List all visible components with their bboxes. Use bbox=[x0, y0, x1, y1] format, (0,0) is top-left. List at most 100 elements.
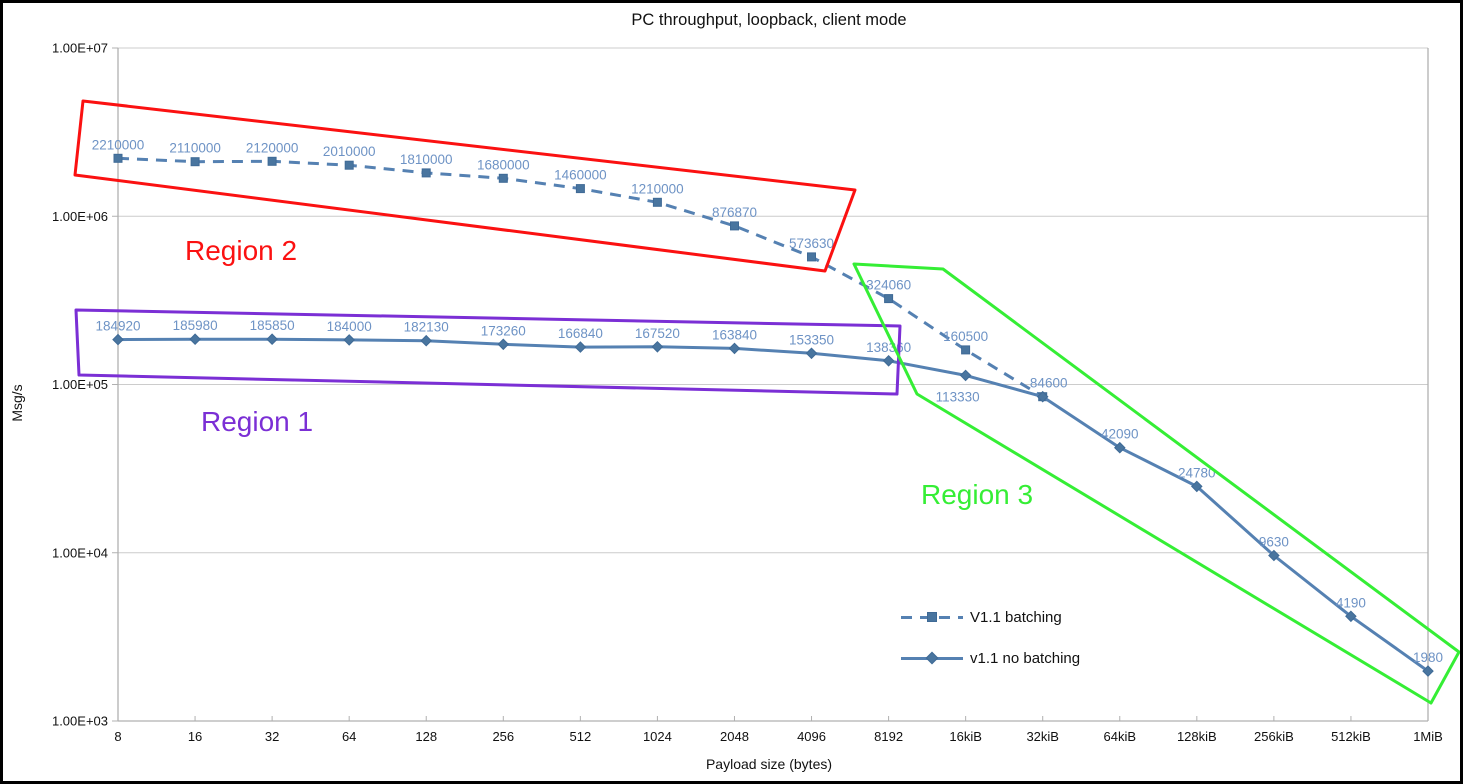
data-label: 138360 bbox=[866, 340, 911, 355]
x-tick-label: 8 bbox=[114, 729, 121, 744]
data-label: 113330 bbox=[936, 389, 980, 404]
y-tick-label: 1.00E+07 bbox=[52, 41, 108, 56]
series-marker bbox=[728, 342, 741, 355]
data-label: 2110000 bbox=[169, 141, 221, 156]
annotation-region-label: Region 1 bbox=[201, 406, 313, 437]
series-marker bbox=[574, 341, 587, 353]
annotation-region-label: Region 2 bbox=[185, 235, 297, 266]
series-marker bbox=[420, 334, 432, 347]
data-label: 2010000 bbox=[323, 144, 376, 159]
data-label: 1460000 bbox=[554, 168, 607, 183]
data-label: 1680000 bbox=[477, 157, 530, 172]
x-tick-label: 64 bbox=[342, 729, 356, 744]
data-label: 876870 bbox=[712, 205, 757, 220]
data-label: 163840 bbox=[712, 327, 757, 342]
data-label: 573630 bbox=[789, 236, 834, 251]
series-marker bbox=[882, 355, 895, 367]
series-marker bbox=[190, 157, 200, 167]
solid-line-swatch-icon bbox=[901, 651, 963, 665]
annotation-region-outline bbox=[74, 308, 902, 396]
series-marker bbox=[959, 369, 972, 382]
x-axis-title: Payload size (bytes) bbox=[705, 756, 833, 772]
series-marker bbox=[575, 184, 585, 194]
x-tick-label: 128kiB bbox=[1177, 729, 1217, 744]
series-marker bbox=[1191, 480, 1203, 493]
series-marker bbox=[961, 345, 971, 355]
diamond-marker-icon bbox=[925, 651, 939, 665]
series-marker bbox=[498, 173, 508, 183]
annotation-region-outline bbox=[852, 262, 1460, 705]
series-marker bbox=[652, 197, 662, 207]
legend-item-no-batching: v1.1 no batching bbox=[901, 646, 1080, 670]
data-label: 4190 bbox=[1336, 595, 1366, 610]
data-label: 173260 bbox=[481, 323, 526, 338]
series-line-1 bbox=[117, 337, 1429, 673]
y-tick-label: 1.00E+05 bbox=[52, 377, 108, 392]
legend-label-batching: V1.1 batching bbox=[970, 608, 1062, 626]
data-label: 153350 bbox=[789, 332, 834, 347]
series-marker bbox=[1422, 665, 1434, 677]
data-label: 2120000 bbox=[246, 140, 299, 155]
x-tick-label: 32 bbox=[265, 729, 279, 744]
series-marker bbox=[730, 221, 739, 231]
x-tick-label: 32kiB bbox=[1026, 729, 1059, 744]
series-marker bbox=[1036, 390, 1049, 403]
series-marker bbox=[267, 156, 277, 166]
x-tick-label: 16kiB bbox=[949, 729, 982, 744]
dashed-line-swatch-icon bbox=[901, 612, 963, 622]
x-tick-label: 2048 bbox=[720, 729, 749, 744]
series-marker bbox=[651, 341, 664, 353]
legend-item-batching: V1.1 batching bbox=[901, 605, 1080, 629]
series-marker bbox=[884, 294, 894, 304]
plot-area: 1.00E+07 1.00E+06 1.00E+05 1.00E+04 1.00E+03… bbox=[52, 41, 1460, 744]
x-tick-label: 1024 bbox=[643, 729, 672, 744]
data-label: 9630 bbox=[1259, 535, 1289, 550]
legend: V1.1 batching v1.1 no batching bbox=[901, 605, 1080, 687]
square-marker-icon bbox=[927, 612, 937, 622]
x-tick-label: 512 bbox=[570, 729, 592, 744]
series-marker bbox=[344, 160, 354, 170]
data-label: 185980 bbox=[173, 318, 218, 333]
x-tick-label: 8192 bbox=[874, 729, 903, 744]
series-marker bbox=[1268, 549, 1280, 562]
x-tick-label: 1MiB bbox=[1413, 729, 1443, 744]
series-marker bbox=[805, 347, 818, 360]
data-label: 42090 bbox=[1101, 427, 1139, 442]
data-label: 1810000 bbox=[400, 152, 453, 167]
data-label: 324060 bbox=[866, 278, 911, 293]
x-tick-label: 256kiB bbox=[1254, 729, 1294, 744]
y-tick-label: 1.00E+06 bbox=[52, 209, 108, 224]
data-label: 184920 bbox=[95, 319, 140, 334]
y-axis-title: Msg/s bbox=[9, 384, 25, 422]
series-marker bbox=[421, 168, 431, 178]
x-tick-label: 128 bbox=[415, 729, 437, 744]
series-marker bbox=[1345, 610, 1357, 623]
data-label: 160500 bbox=[943, 329, 988, 344]
data-label: 1210000 bbox=[631, 181, 684, 196]
x-tick-label: 512kiB bbox=[1331, 729, 1371, 744]
annotation-region-label: Region 3 bbox=[921, 479, 1033, 510]
series-marker bbox=[189, 333, 201, 345]
data-label: 185850 bbox=[250, 318, 295, 333]
y-tick-label: 1.00E+04 bbox=[52, 545, 108, 560]
series-marker bbox=[497, 338, 510, 351]
series-marker bbox=[807, 252, 816, 262]
x-tick-label: 16 bbox=[188, 729, 202, 744]
series-marker bbox=[343, 334, 355, 346]
legend-label-no-batching: v1.1 no batching bbox=[970, 649, 1081, 667]
data-label: 182130 bbox=[404, 320, 449, 335]
data-label: 1980 bbox=[1413, 650, 1443, 665]
series-marker bbox=[1114, 441, 1126, 454]
data-label: 2210000 bbox=[92, 137, 145, 152]
chart-title: PC throughput, loopback, client mode bbox=[631, 11, 907, 29]
data-label: 184000 bbox=[327, 319, 372, 334]
data-label: 84600 bbox=[1030, 376, 1068, 391]
x-tick-label: 256 bbox=[492, 729, 514, 744]
annotation-region-outline bbox=[73, 99, 857, 273]
series-marker bbox=[266, 333, 278, 345]
x-tick-label: 64kiB bbox=[1103, 729, 1136, 744]
data-label: 166840 bbox=[558, 326, 603, 341]
series-marker bbox=[113, 153, 123, 163]
series-marker bbox=[112, 333, 124, 346]
